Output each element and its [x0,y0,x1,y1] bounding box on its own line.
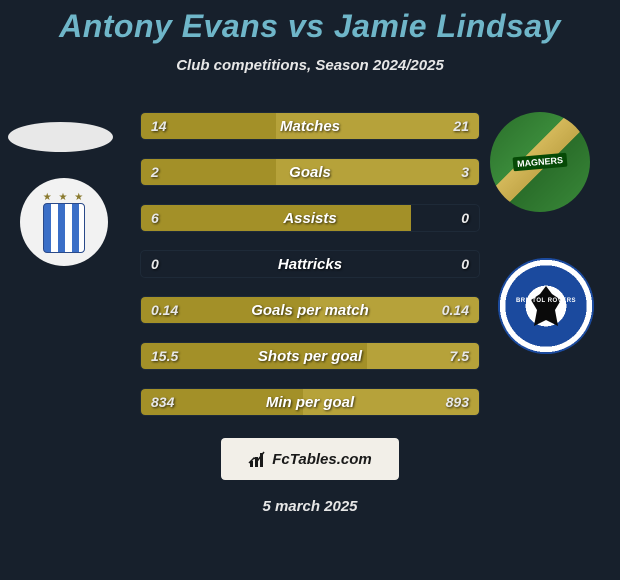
stat-label: Shots per goal [141,343,479,369]
stat-bar-track: 23Goals [140,158,480,186]
stat-row: 15.57.5Shots per goal [0,342,620,370]
stat-bar-track: 834893Min per goal [140,388,480,416]
title-vs: vs [288,8,325,44]
title-player2: Jamie Lindsay [334,8,561,44]
stat-row: 60Assists [0,204,620,232]
stat-bar-track: 1421Matches [140,112,480,140]
stat-row: 0.140.14Goals per match [0,296,620,324]
stat-bar-track: 60Assists [140,204,480,232]
fctables-logo[interactable]: FcTables.com [221,438,399,480]
stat-bar-track: 0.140.14Goals per match [140,296,480,324]
bar-chart-icon [248,449,268,469]
stat-bar-track: 00Hattricks [140,250,480,278]
stat-row: 1421Matches [0,112,620,140]
stat-label: Goals [141,159,479,185]
stat-row: 23Goals [0,158,620,186]
stat-bar-track: 15.57.5Shots per goal [140,342,480,370]
comparison-date: 5 march 2025 [0,498,620,515]
subtitle: Club competitions, Season 2024/2025 [0,57,620,74]
stat-label: Assists [141,205,479,231]
stat-label: Hattricks [141,251,479,277]
page-title: Antony Evans vs Jamie Lindsay [0,0,620,45]
stat-row: 00Hattricks [0,250,620,278]
stat-label: Goals per match [141,297,479,323]
comparison-card: Antony Evans vs Jamie Lindsay Club compe… [0,0,620,580]
stats-chart: 1421Matches 23Goals 60Assists 00Hattricks 0.… [0,112,620,416]
stat-label: Min per goal [141,389,479,415]
logo-text: FcTables.com [272,451,371,468]
stat-row: 834893Min per goal [0,388,620,416]
stat-label: Matches [141,113,479,139]
title-player1: Antony Evans [59,8,278,44]
